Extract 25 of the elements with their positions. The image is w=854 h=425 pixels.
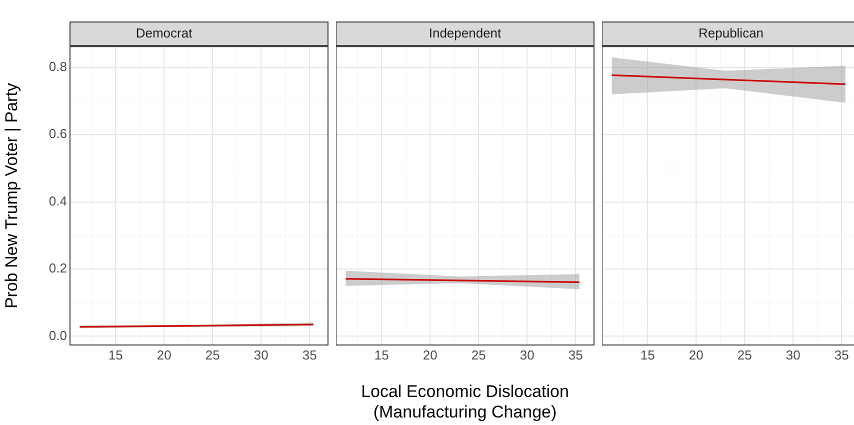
x-tick-label: 25 — [205, 347, 220, 362]
x-tick-label: 25 — [471, 347, 486, 362]
x-tick-label: 35 — [568, 347, 583, 362]
chart-title: Republican — [698, 25, 764, 40]
x-axis-title: Local Economic Dislocation (Manufacturing Change) — [361, 382, 569, 422]
chart-title: Independent — [428, 25, 502, 40]
chart-title: Democrat — [136, 25, 193, 40]
x-tick-label: 15 — [640, 347, 655, 362]
y-tick-label: 0.2 — [48, 260, 67, 276]
x-tick-label: 30 — [786, 347, 800, 362]
x-tick-label: 25 — [737, 347, 752, 362]
x-tick-label: 20 — [688, 347, 704, 362]
x-tick-label: 35 — [302, 347, 317, 362]
x-tick-label: 30 — [254, 347, 268, 362]
x-tick-label: 20 — [156, 347, 172, 362]
x-tick-label: 20 — [422, 347, 438, 362]
y-tick-label: 0.6 — [48, 126, 67, 142]
y-tick-label: 0.0 — [48, 328, 67, 343]
x-tick-label: 15 — [108, 347, 123, 362]
y-axis-title: Prob New Trump Voter | Party — [2, 82, 21, 309]
x-tick-label: 15 — [374, 347, 389, 362]
y-tick-label: 0.8 — [48, 59, 67, 74]
y-tick-label: 0.4 — [48, 193, 67, 208]
x-tick-label: 35 — [834, 347, 849, 362]
x-tick-label: 30 — [520, 347, 534, 362]
